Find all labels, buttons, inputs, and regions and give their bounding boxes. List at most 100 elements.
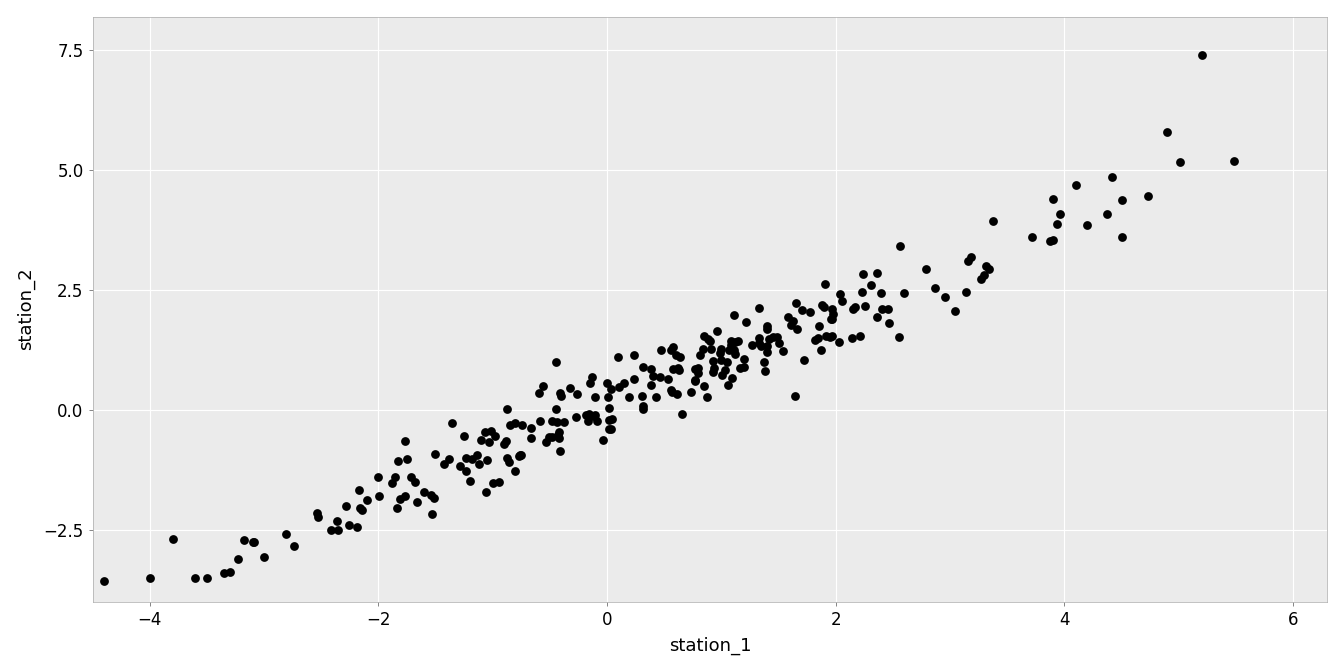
Point xyxy=(394,491,415,501)
Point xyxy=(852,286,874,297)
Point xyxy=(632,390,653,401)
Point xyxy=(554,417,575,427)
Point xyxy=(382,477,403,488)
Point xyxy=(598,392,620,403)
Point xyxy=(476,487,497,498)
Point xyxy=(585,391,606,402)
Point xyxy=(821,304,843,314)
Point xyxy=(528,416,550,427)
Point xyxy=(925,283,946,294)
Point xyxy=(306,507,328,518)
Point xyxy=(542,432,563,443)
Point xyxy=(667,388,688,399)
Point xyxy=(598,415,620,425)
Point xyxy=(421,509,442,519)
Point xyxy=(703,366,724,377)
Point xyxy=(814,278,836,289)
Point xyxy=(810,344,832,355)
Point xyxy=(618,391,640,402)
Point xyxy=(753,356,774,367)
Point xyxy=(958,255,980,266)
Point xyxy=(532,380,554,391)
Point xyxy=(632,404,653,415)
Point xyxy=(474,427,496,437)
Point xyxy=(1169,156,1191,167)
Point xyxy=(482,478,504,489)
Point xyxy=(499,419,520,430)
Point xyxy=(585,410,606,421)
Point xyxy=(718,345,739,355)
Point xyxy=(520,433,542,444)
Point xyxy=(632,401,653,411)
Point xyxy=(419,489,441,500)
Point xyxy=(442,417,464,428)
Point xyxy=(976,260,997,271)
Point xyxy=(758,333,780,344)
Point xyxy=(694,331,715,342)
Point xyxy=(138,573,160,583)
Point xyxy=(339,519,360,530)
Point xyxy=(853,301,875,312)
Point xyxy=(406,497,427,508)
Point xyxy=(547,430,569,441)
Point xyxy=(956,286,977,297)
Point xyxy=(782,316,804,327)
Point xyxy=(401,472,422,482)
Point xyxy=(414,487,435,497)
Point xyxy=(762,331,784,342)
Point xyxy=(466,450,488,461)
Point xyxy=(351,505,372,515)
Point xyxy=(735,317,757,328)
Point xyxy=(785,298,806,308)
Point xyxy=(852,269,874,280)
Point xyxy=(601,423,622,434)
Point xyxy=(981,216,1003,226)
Point xyxy=(687,362,708,373)
Point xyxy=(650,345,672,355)
Point xyxy=(595,378,617,388)
Point xyxy=(680,387,702,398)
Point xyxy=(734,362,755,373)
Point xyxy=(586,415,607,426)
Point xyxy=(546,403,567,414)
Point xyxy=(849,331,871,341)
Point xyxy=(624,373,645,384)
Point xyxy=(542,415,563,426)
Point xyxy=(660,385,681,396)
Point xyxy=(405,476,426,487)
Point xyxy=(601,413,622,424)
Point xyxy=(642,371,664,382)
Point xyxy=(478,437,500,448)
Point xyxy=(566,388,587,399)
Point xyxy=(890,241,911,251)
Point xyxy=(771,345,793,356)
Point xyxy=(368,491,390,501)
Point xyxy=(841,304,863,314)
Point xyxy=(1101,171,1122,182)
Point xyxy=(769,337,790,348)
Point xyxy=(219,566,241,577)
Point xyxy=(793,354,814,365)
Point xyxy=(766,332,788,343)
Point xyxy=(598,423,620,434)
Point xyxy=(242,536,263,547)
Point xyxy=(328,525,349,536)
Point xyxy=(687,367,708,378)
Point xyxy=(750,341,771,351)
Point xyxy=(915,264,937,275)
Point xyxy=(550,391,571,402)
Point xyxy=(579,378,601,388)
Point xyxy=(723,310,745,321)
Point xyxy=(777,312,798,323)
Point xyxy=(1043,194,1064,204)
Point xyxy=(609,382,630,392)
Point xyxy=(699,335,720,346)
Point xyxy=(196,573,218,583)
Point xyxy=(757,341,778,351)
Point xyxy=(684,376,706,386)
Point xyxy=(547,416,569,427)
Point xyxy=(823,309,844,320)
Point xyxy=(806,333,828,343)
Point xyxy=(1097,208,1118,219)
Point xyxy=(871,288,892,298)
